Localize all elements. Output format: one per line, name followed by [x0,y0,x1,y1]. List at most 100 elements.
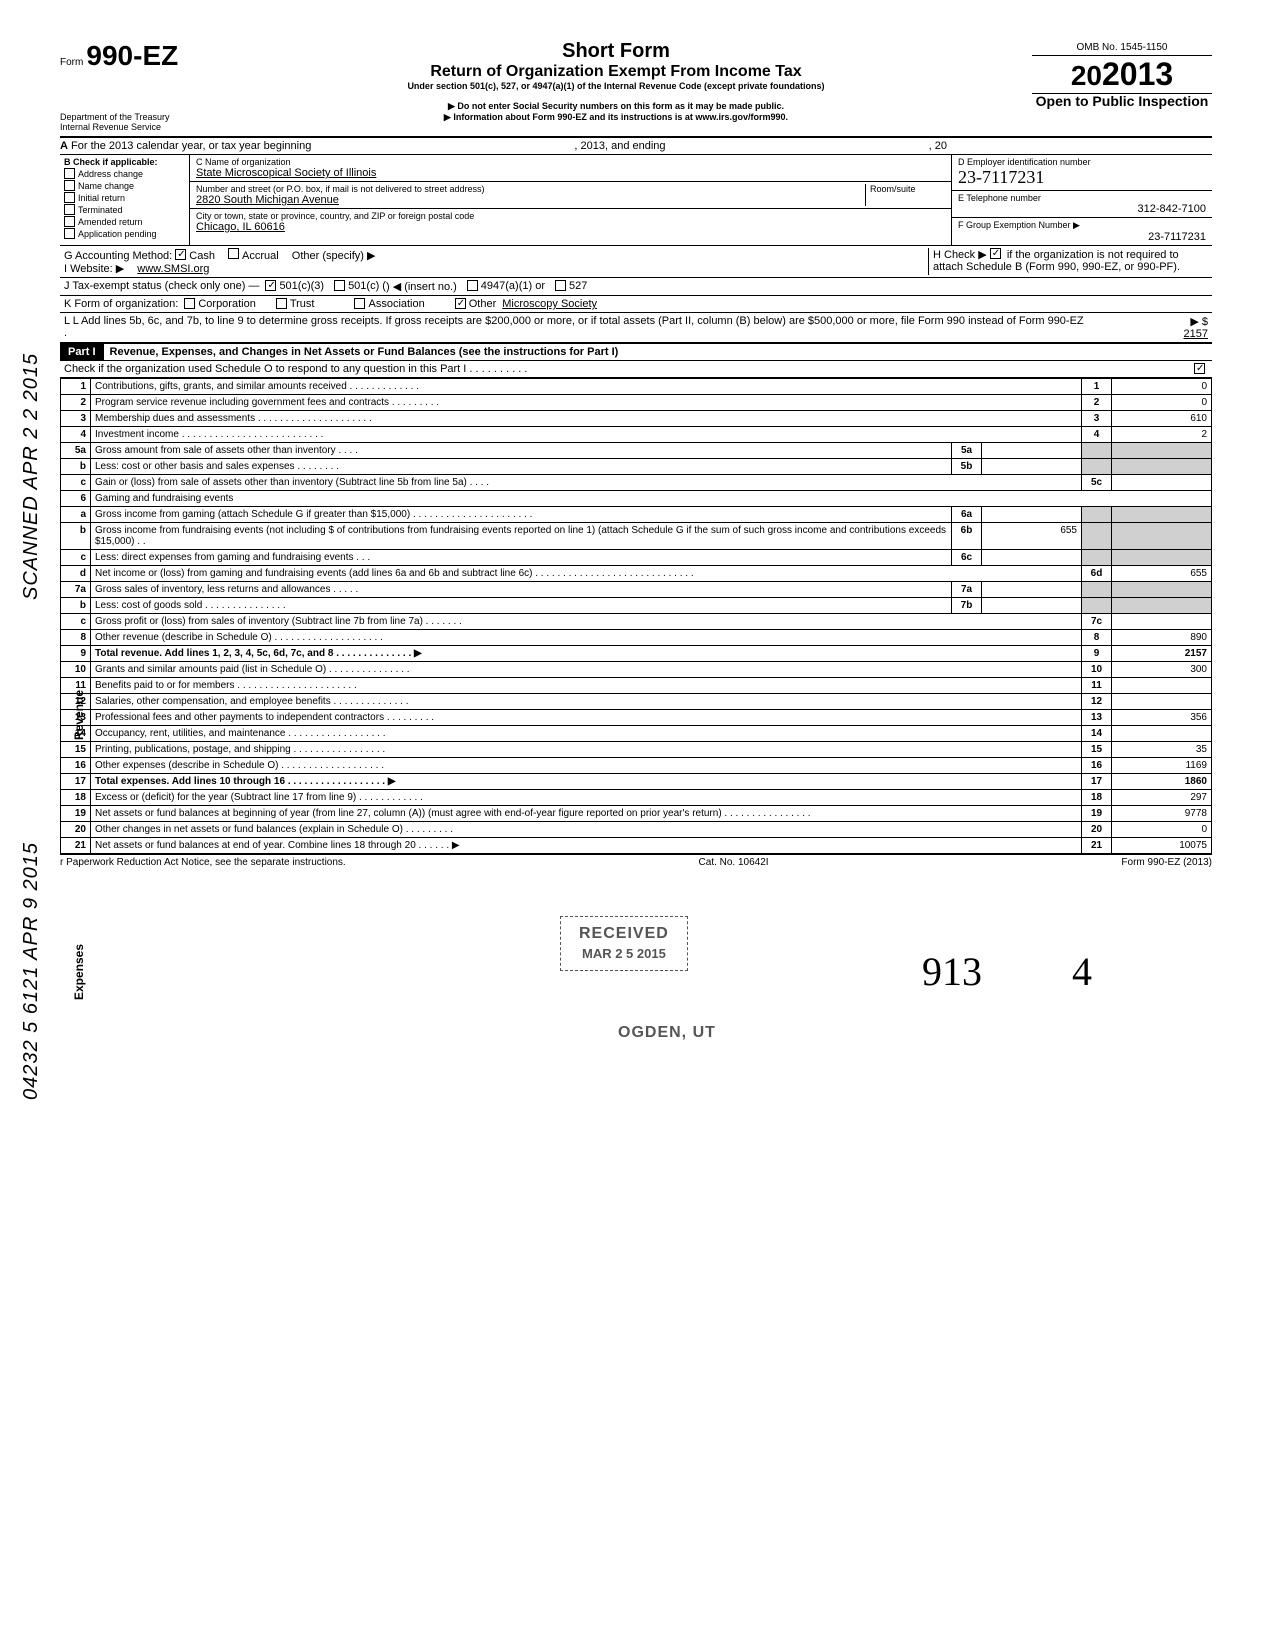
form-label: Form [60,57,83,68]
line-row: cGain or (loss) from sale of assets othe… [61,475,1212,491]
chk-accrual[interactable] [228,248,239,259]
line-amt: 35 [1112,742,1212,758]
line-label: 5c [1082,475,1112,491]
org-name: State Microscopical Society of Illinois [196,167,945,179]
line-amt: 0 [1112,822,1212,838]
chk-501c[interactable] [334,280,345,291]
line-num: 19 [61,806,91,822]
omb-number: OMB No. 1545-1150 [1032,40,1212,56]
line-desc: Contributions, gifts, grants, and simila… [91,379,1082,395]
chk-4947[interactable] [467,280,478,291]
hand-b: 4 [1072,949,1092,994]
line-label: 20 [1082,822,1112,838]
line-label: 3 [1082,411,1112,427]
chk-address-change[interactable]: Address change [64,168,185,179]
line-row: 1Contributions, gifts, grants, and simil… [61,379,1212,395]
line-label: 4 [1082,427,1112,443]
chk-h[interactable] [990,248,1001,259]
line-desc: Program service revenue including govern… [91,395,1082,411]
line-row: dNet income or (loss) from gaming and fu… [61,566,1212,582]
row-a-mid: , 2013, and ending [574,140,665,152]
row-a: A For the 2013 calendar year, or tax yea… [60,138,1212,155]
expenses-label: Expenses [72,944,86,1000]
line-row: cLess: direct expenses from gaming and f… [61,550,1212,566]
line-desc: Net assets or fund balances at end of ye… [91,838,1082,854]
shade-cell [1082,443,1112,459]
line-row: 7aGross sales of inventory, less returns… [61,582,1212,598]
line-label: 10 [1082,662,1112,678]
irs-label: Internal Revenue Service [60,122,200,132]
chk-cash[interactable] [175,249,186,260]
line-desc: Other revenue (describe in Schedule O) .… [91,630,1082,646]
part1-check-text: Check if the organization used Schedule … [64,363,1194,375]
chk-501c3[interactable] [265,280,276,291]
line-row: 12Salaries, other compensation, and empl… [61,694,1212,710]
shade-cell [1082,582,1112,598]
k-label: K Form of organization: [64,298,178,310]
chk-assoc[interactable] [354,298,365,309]
line-row: bGross income from fundraising events (n… [61,523,1212,550]
chk-other-org[interactable] [455,298,466,309]
line-row: bLess: cost or other basis and sales exp… [61,459,1212,475]
shade-cell [1112,443,1212,459]
chk-corp[interactable] [184,298,195,309]
line-desc: Membership dues and assessments . . . . … [91,411,1082,427]
subline-amt [982,507,1082,523]
phone: 312-842-7100 [958,203,1206,215]
line-row: aGross income from gaming (attach Schedu… [61,507,1212,523]
line-desc: Grants and similar amounts paid (list in… [91,662,1082,678]
line-label: 15 [1082,742,1112,758]
tax-year: 202013 [1032,56,1212,94]
part1-label: Part I [60,344,104,360]
col-b: B Check if applicable: Address change Na… [60,155,190,245]
line-num: 4 [61,427,91,443]
line-row: 11Benefits paid to or for members . . . … [61,678,1212,694]
room-label: Room/suite [870,184,945,194]
line-row: 9Total revenue. Add lines 1, 2, 3, 4, 5c… [61,646,1212,662]
line-num: b [61,598,91,614]
line-row: 13Professional fees and other payments t… [61,710,1212,726]
line-desc: Total revenue. Add lines 1, 2, 3, 4, 5c,… [91,646,1082,662]
form-header: Form 990-EZ Department of the Treasury I… [60,40,1212,138]
line-desc: Other changes in net assets or fund bala… [91,822,1082,838]
short-form-title: Short Form [200,40,1032,63]
row-g-i: G Accounting Method: Cash Accrual Other … [60,246,1212,278]
shade-cell [1082,598,1112,614]
line-amt: 356 [1112,710,1212,726]
part1-title: Revenue, Expenses, and Changes in Net As… [104,346,619,358]
line-desc: Other expenses (describe in Schedule O) … [91,758,1082,774]
line-num: 10 [61,662,91,678]
chk-527[interactable] [555,280,566,291]
line-amt [1112,726,1212,742]
line-amt: 300 [1112,662,1212,678]
line-label: 2 [1082,395,1112,411]
chk-trust[interactable] [276,298,287,309]
line-desc: Less: cost of goods sold . . . . . . . .… [91,598,952,614]
chk-app-pending[interactable]: Application pending [64,228,185,239]
line-num: 16 [61,758,91,774]
line-amt: 1860 [1112,774,1212,790]
chk-terminated[interactable]: Terminated [64,204,185,215]
l-value: 2157 [1184,328,1208,340]
line-label: 9 [1082,646,1112,662]
chk-initial-return[interactable]: Initial return [64,192,185,203]
chk-schedule-o[interactable] [1194,363,1205,374]
line-desc: Gross amount from sale of assets other t… [91,443,952,459]
line-row: 4Investment income . . . . . . . . . . .… [61,427,1212,443]
chk-name-change[interactable]: Name change [64,180,185,191]
line-amt: 0 [1112,395,1212,411]
chk-amended[interactable]: Amended return [64,216,185,227]
subline-amt [982,582,1082,598]
line-desc: Salaries, other compensation, and employ… [91,694,1082,710]
line-label: 8 [1082,630,1112,646]
line-desc: Net assets or fund balances at beginning… [91,806,1082,822]
line-amt: 655 [1112,566,1212,582]
line-desc: Less: direct expenses from gaming and fu… [91,550,952,566]
shade-cell [1112,582,1212,598]
line-num: b [61,459,91,475]
line-amt: 10075 [1112,838,1212,854]
line-num: c [61,550,91,566]
l-text: L Add lines 5b, 6c, and 7b, to line 9 to… [64,315,1084,339]
subline-amt: 655 [982,523,1082,550]
shade-cell [1082,507,1112,523]
